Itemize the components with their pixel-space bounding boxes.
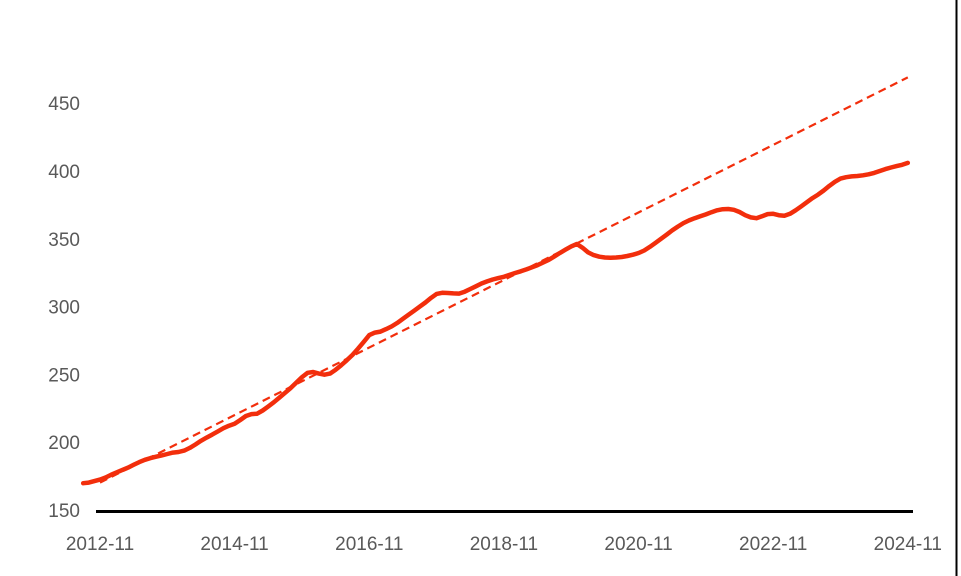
x-tick-label: 2012-11 <box>66 534 134 555</box>
y-tick-label: 300 <box>48 298 80 319</box>
x-tick-label: 2024-11 <box>874 534 942 555</box>
x-tick-label: 2014-11 <box>200 534 268 555</box>
x-tick-label: 2016-11 <box>335 534 403 555</box>
y-tick-label: 200 <box>48 433 80 454</box>
series-line-actual <box>80 160 911 486</box>
y-tick-label: 150 <box>48 501 80 522</box>
y-tick-label: 250 <box>48 365 80 386</box>
y-tick-label: 350 <box>48 230 80 251</box>
x-tick-label: 2022-11 <box>739 534 807 555</box>
x-tick-label: 2018-11 <box>470 534 538 555</box>
series-line-trend <box>99 76 909 484</box>
x-tick-label: 2020-11 <box>604 534 672 555</box>
tick-labels-group: 150 200 250 300 350 400 450 2012-11 2014-11 2016-… <box>48 94 942 555</box>
series-group <box>80 76 911 486</box>
y-tick-label: 450 <box>48 94 80 115</box>
y-tick-label: 400 <box>48 162 80 183</box>
